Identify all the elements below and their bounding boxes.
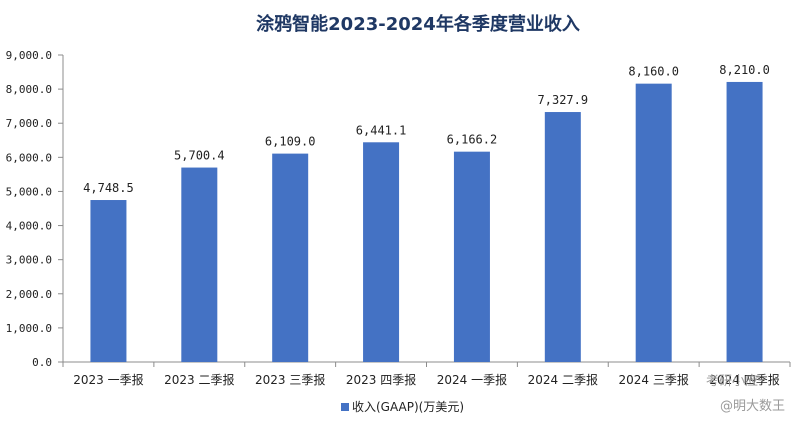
chart-title: 涂鸦智能2023-2024年各季度营业收入	[256, 13, 580, 35]
data-label: 5,700.4	[174, 149, 225, 163]
y-tick-label: 5,000.0	[6, 185, 52, 198]
data-label: 6,166.2	[447, 133, 498, 147]
y-tick-label: 3,000.0	[6, 254, 52, 267]
y-tick-label: 4,000.0	[6, 220, 52, 233]
data-labels-layer: 4,748.5 2023 一季报 5,700.4 2023 二季报 6,109.0 202…	[73, 63, 779, 387]
y-tick-label: 8,000.0	[6, 83, 52, 96]
bars-layer	[90, 81, 763, 363]
data-label: 8,210.0	[719, 63, 770, 77]
bar	[181, 167, 218, 362]
x-tick-label: 2023 二季报	[164, 372, 234, 387]
bar	[90, 200, 127, 362]
x-tick-label: 2023 四季报	[346, 372, 416, 387]
y-tick-label: 0.0	[32, 356, 52, 369]
x-tick-label: 2023 三季报	[255, 372, 325, 387]
legend-label: 收入(GAAP)(万美元)	[352, 400, 464, 414]
watermark-top: 考研小应	[706, 373, 758, 389]
data-label: 7,327.9	[538, 93, 589, 107]
bar	[272, 153, 309, 362]
y-tick-label: 2,000.0	[6, 288, 52, 301]
x-tick-label: 2024 四季报	[709, 372, 779, 387]
watermark-bottom: @明大数王	[720, 399, 785, 414]
data-label: 8,160.0	[628, 65, 679, 79]
legend-swatch	[341, 403, 349, 411]
bar	[635, 83, 672, 363]
data-label: 6,441.1	[356, 123, 407, 137]
y-tick-label: 7,000.0	[6, 117, 52, 130]
bar	[544, 112, 581, 362]
watermark: 考研小应 @明大数王	[706, 373, 785, 414]
x-tick-label: 2024 三季报	[619, 372, 689, 387]
y-tick-label: 1,000.0	[6, 322, 52, 335]
x-tick-label: 2024 二季报	[528, 372, 598, 387]
y-tick-label: 9,000.0	[6, 49, 52, 62]
x-tick-label: 2024 一季报	[437, 372, 507, 387]
y-tick-label: 6,000.0	[6, 151, 52, 164]
data-label: 4,748.5	[83, 181, 134, 195]
bar	[453, 151, 490, 362]
legend: 收入(GAAP)(万美元)	[341, 400, 464, 414]
bar	[363, 142, 400, 362]
data-label: 6,109.0	[265, 135, 316, 149]
x-tick-label: 2023 一季报	[73, 372, 143, 387]
bar	[726, 81, 763, 362]
